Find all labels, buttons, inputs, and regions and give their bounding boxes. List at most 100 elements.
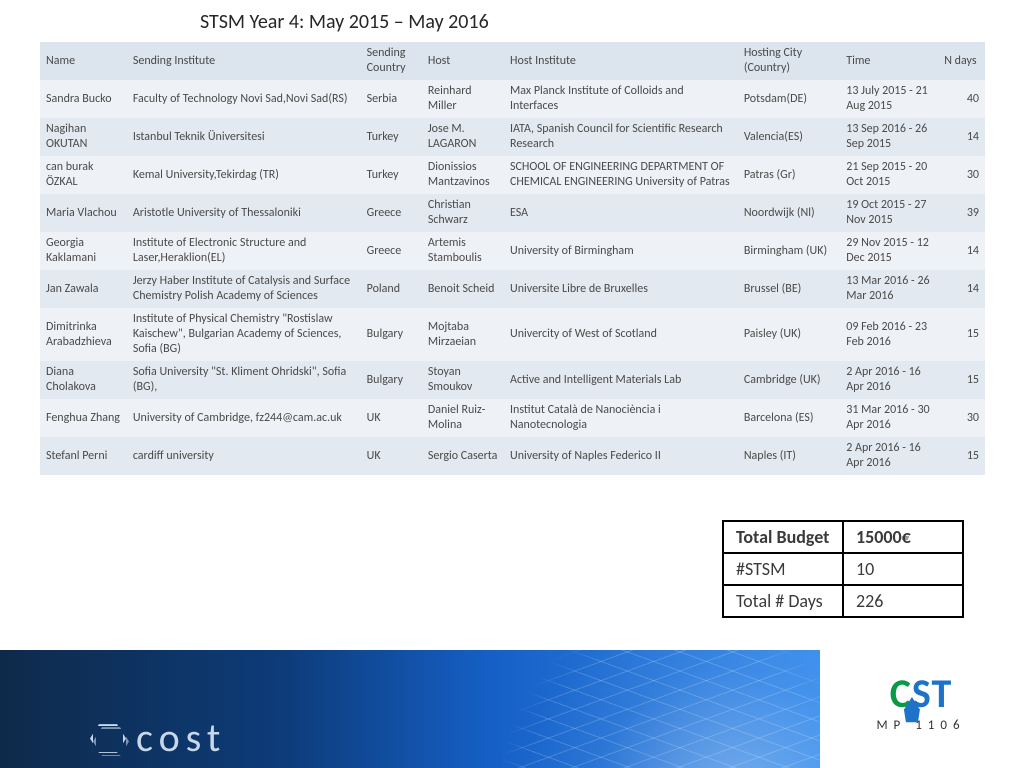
table-cell: 19 Oct 2015 - 27 Nov 2015 xyxy=(840,194,938,232)
summary-value: 10 xyxy=(843,553,963,585)
table-cell: Artemis Stamboulis xyxy=(422,232,504,270)
table-cell: Stefanl Perni xyxy=(40,437,127,475)
table-cell: 2 Apr 2016 - 16 Apr 2016 xyxy=(840,361,938,399)
table-header-row: NameSending InstituteSending CountryHost… xyxy=(40,42,985,80)
table-cell: 30 xyxy=(938,156,985,194)
table-cell: Active and Intelligent Materials Lab xyxy=(504,361,738,399)
table-cell: Paisley (UK) xyxy=(738,308,840,361)
table-row: Georgia KaklamaniInstitute of Electronic… xyxy=(40,232,985,270)
table-cell: Sofia University "St. Kliment Ohridski",… xyxy=(127,361,361,399)
table-cell: 14 xyxy=(938,270,985,308)
table-row: Dimitrinka ArabadzhievaInstitute of Phys… xyxy=(40,308,985,361)
table-cell: Kemal University,Tekirdag (TR) xyxy=(127,156,361,194)
stsm-table: NameSending InstituteSending CountryHost… xyxy=(40,42,985,475)
table-cell: University of Cambridge, fz244@cam.ac.uk xyxy=(127,399,361,437)
table-cell: University of Birmingham xyxy=(504,232,738,270)
table-header-cell: Time xyxy=(840,42,938,80)
table-cell: Poland xyxy=(361,270,422,308)
table-cell: Greece xyxy=(361,194,422,232)
table-row: Maria VlachouAristotle University of The… xyxy=(40,194,985,232)
table-cell: Institute of Physical Chemistry "Rostisl… xyxy=(127,308,361,361)
cost-logo-left: cost xyxy=(90,713,226,762)
table-cell: Dionissios Mantzavinos xyxy=(422,156,504,194)
summary-row: Total # Days226 xyxy=(723,585,963,617)
summary-table: Total Budget15000€#STSM10Total # Days226 xyxy=(722,520,964,618)
table-row: Nagihan OKUTANIstanbul Teknik Üniversite… xyxy=(40,118,985,156)
table-cell: 15 xyxy=(938,308,985,361)
table-cell: 15 xyxy=(938,437,985,475)
table-cell: 30 xyxy=(938,399,985,437)
table-row: Sandra BuckoFaculty of Technology Novi S… xyxy=(40,80,985,118)
table-cell: 21 Sep 2015 - 20 Oct 2015 xyxy=(840,156,938,194)
table-cell: 31 Mar 2016 - 30 Apr 2016 xyxy=(840,399,938,437)
table-cell: can burak ÖZKAL xyxy=(40,156,127,194)
table-cell: Barcelona (ES) xyxy=(738,399,840,437)
table-cell: Benoit Scheid xyxy=(422,270,504,308)
table-cell: Jan Zawala xyxy=(40,270,127,308)
summary-body: Total Budget15000€#STSM10Total # Days226 xyxy=(723,521,963,617)
table-cell: Bulgary xyxy=(361,308,422,361)
table-cell: Georgia Kaklamani xyxy=(40,232,127,270)
table-header-cell: N days xyxy=(938,42,985,80)
table-cell: Reinhard Miller xyxy=(422,80,504,118)
page-title: STSM Year 4: May 2015 – May 2016 xyxy=(0,0,1024,42)
table-header-cell: Hosting City (Country) xyxy=(738,42,840,80)
table-cell: SCHOOL OF ENGINEERING DEPARTMENT OF CHEM… xyxy=(504,156,738,194)
table-cell: 15 xyxy=(938,361,985,399)
table-cell: Cambridge (UK) xyxy=(738,361,840,399)
table-cell: 13 Mar 2016 - 26 Mar 2016 xyxy=(840,270,938,308)
table-cell: Maria Vlachou xyxy=(40,194,127,232)
table-cell: cardiff university xyxy=(127,437,361,475)
table-cell: 40 xyxy=(938,80,985,118)
summary-label: Total # Days xyxy=(723,585,843,617)
cost-letter-t: T xyxy=(931,669,952,718)
summary-label: Total Budget xyxy=(723,521,843,553)
table-cell: Univercity of West of Scotland xyxy=(504,308,738,361)
table-cell: University of Naples Federico II xyxy=(504,437,738,475)
table-cell: UK xyxy=(361,437,422,475)
table-cell: Institute of Electronic Structure and La… xyxy=(127,232,361,270)
table-cell: Potsdam(DE) xyxy=(738,80,840,118)
table-cell: Brussel (BE) xyxy=(738,270,840,308)
table-cell: Universite Libre de Bruxelles xyxy=(504,270,738,308)
summary-value: 226 xyxy=(843,585,963,617)
table-body: Sandra BuckoFaculty of Technology Novi S… xyxy=(40,80,985,475)
table-cell: Mojtaba Mirzaeian xyxy=(422,308,504,361)
table-cell: IATA, Spanish Council for Scientific Res… xyxy=(504,118,738,156)
cost-wordmark: CST xyxy=(836,660,1006,714)
table-cell: 13 Sep 2016 - 26 Sep 2015 xyxy=(840,118,938,156)
table-row: Jan ZawalaJerzy Haber Institute of Catal… xyxy=(40,270,985,308)
table-row: Stefanl Pernicardiff universityUKSergio … xyxy=(40,437,985,475)
table-header-cell: Name xyxy=(40,42,127,80)
footer: cost CST MP 1106 xyxy=(0,650,1024,768)
table-cell: Christian Schwarz xyxy=(422,194,504,232)
table-cell: Sergio Caserta xyxy=(422,437,504,475)
hex-icon xyxy=(90,723,124,753)
table-cell: Valencia(ES) xyxy=(738,118,840,156)
table-cell: Faculty of Technology Novi Sad,Novi Sad(… xyxy=(127,80,361,118)
table-header-cell: Sending Country xyxy=(361,42,422,80)
summary-row: Total Budget15000€ xyxy=(723,521,963,553)
table-header-cell: Host Institute xyxy=(504,42,738,80)
table-cell: 13 July 2015 - 21 Aug 2015 xyxy=(840,80,938,118)
cost-subtitle: MP 1106 xyxy=(836,718,1006,733)
table-cell: ESA xyxy=(504,194,738,232)
table-cell: Patras (Gr) xyxy=(738,156,840,194)
summary-label: #STSM xyxy=(723,553,843,585)
table-row: Fenghua ZhangUniversity of Cambridge, fz… xyxy=(40,399,985,437)
table-cell: Fenghua Zhang xyxy=(40,399,127,437)
table-cell: Birmingham (UK) xyxy=(738,232,840,270)
table-cell: 2 Apr 2016 - 16 Apr 2016 xyxy=(840,437,938,475)
table-cell: Daniel Ruiz-Molina xyxy=(422,399,504,437)
table-cell: Turkey xyxy=(361,156,422,194)
table-cell: Naples (IT) xyxy=(738,437,840,475)
table-cell: 14 xyxy=(938,118,985,156)
table-row: can burak ÖZKALKemal University,Tekirdag… xyxy=(40,156,985,194)
table-cell: 39 xyxy=(938,194,985,232)
table-cell: Turkey xyxy=(361,118,422,156)
table-cell: 29 Nov 2015 - 12 Dec 2015 xyxy=(840,232,938,270)
table-cell: Greece xyxy=(361,232,422,270)
table-cell: Nagihan OKUTAN xyxy=(40,118,127,156)
table-cell: Istanbul Teknik Üniversitesi xyxy=(127,118,361,156)
table-row: Diana CholakovaSofia University "St. Kli… xyxy=(40,361,985,399)
